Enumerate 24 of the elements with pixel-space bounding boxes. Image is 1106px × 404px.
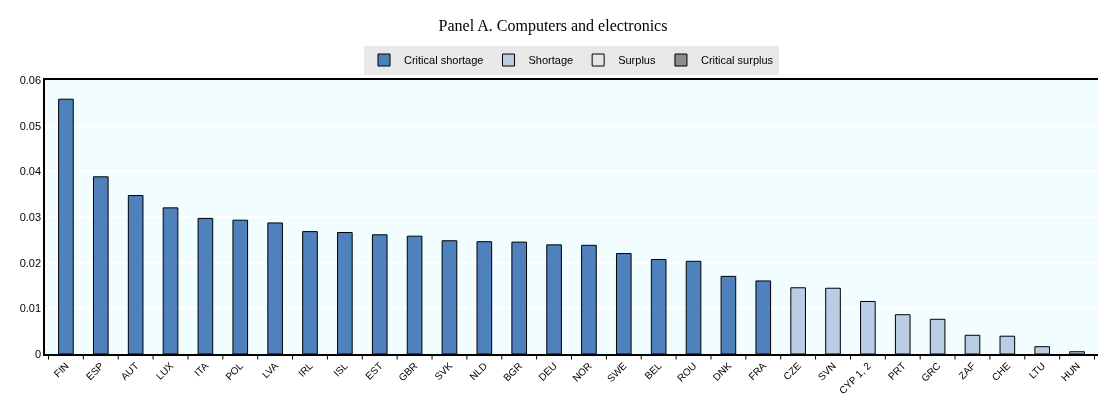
x-tick-label: POL [223,359,246,383]
legend-label: Critical surplus [700,54,774,67]
x-tick-label: ESP [83,359,106,383]
x-tick-label: BEL [642,359,664,382]
x-tick-label: FIN [51,360,71,380]
y-tick-label: 0.01 [19,302,42,315]
legend-label: Surplus [618,54,656,67]
y-tick-label: 0.04 [19,165,42,178]
legend-label: Critical shortage [404,54,484,67]
legend-label: Shortage [528,54,574,67]
x-tick-label: CZE [781,359,804,383]
x-tick-label: IRL [296,359,316,379]
y-tick-label: 0 [34,347,42,360]
y-tick-label: 0.02 [19,256,42,269]
x-tick-label: ISL [331,359,351,379]
x-tick-label: FRA [746,359,769,383]
y-tick-label: 0.06 [19,73,42,86]
x-tick-label: NLD [467,360,490,383]
chart-title: Panel A. Computers and electronics [438,17,668,36]
x-tick-label: LVA [259,359,281,381]
y-tick-label: 0.05 [19,119,42,132]
x-tick-label: ITA [192,359,211,379]
x-tick-label: LTU [1026,360,1048,381]
y-tick-label: 0.03 [19,210,42,223]
